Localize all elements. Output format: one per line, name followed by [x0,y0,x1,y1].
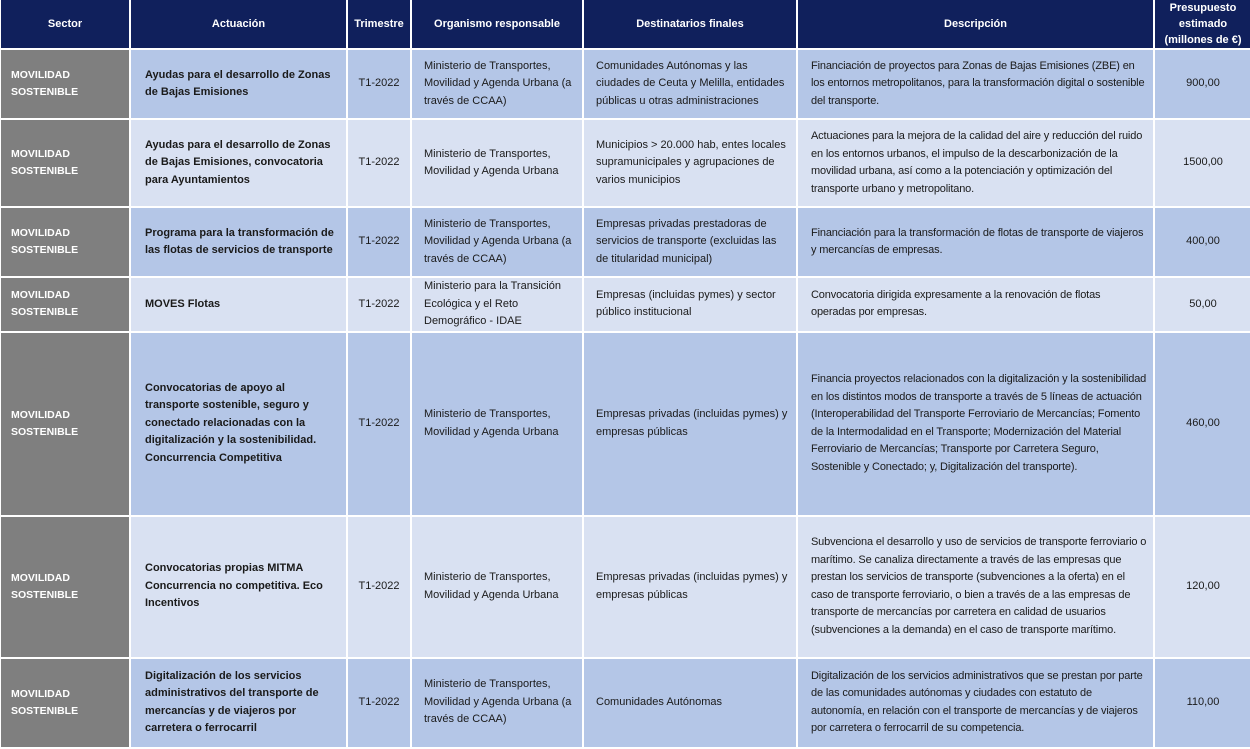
cell-sector: MOVILIDAD SOSTENIBLE [1,278,129,331]
cell-destinatarios: Empresas privadas (incluidas pymes) y em… [584,516,796,657]
cell-actuacion: Programa para la transformación de las f… [131,208,346,276]
cell-organismo: Ministerio de Transportes, Movilidad y A… [412,658,582,747]
table-row: MOVILIDAD SOSTENIBLE MOVES Flotas T1-2022 M… [1,278,1250,331]
table-row: MOVILIDAD SOSTENIBLE Ayudas para el desar… [1,50,1250,118]
header-actuacion: Actuación [131,0,346,48]
cell-destinatarios: Municipios > 20.000 hab, entes locales s… [584,120,796,206]
cell-trimestre: T1-2022 [348,658,410,747]
cell-trimestre: T1-2022 [348,278,410,331]
header-presupuesto: Presupuesto estimado (millones de €) [1155,0,1250,48]
cell-destinatarios: Empresas privadas (incluidas pymes) y em… [584,332,796,515]
cell-sector: MOVILIDAD SOSTENIBLE [1,208,129,276]
cell-trimestre: T1-2022 [348,50,410,118]
cell-actuacion: Ayudas para el desarrollo de Zonas de Ba… [131,50,346,118]
cell-trimestre: T1-2022 [348,332,410,515]
cell-actuacion: Ayudas para el desarrollo de Zonas de Ba… [131,120,346,206]
cell-descripcion: Financia proyectos relacionados con la d… [798,332,1153,515]
cell-sector: MOVILIDAD SOSTENIBLE [1,120,129,206]
cell-presupuesto: 1500,00 [1155,120,1250,206]
table-row: MOVILIDAD SOSTENIBLE Convocatorias de apo… [1,332,1250,515]
cell-destinatarios: Empresas (incluidas pymes) y sector públ… [584,278,796,331]
cell-presupuesto: 120,00 [1155,516,1250,657]
cell-organismo: Ministerio de Transportes, Movilidad y A… [412,516,582,657]
table-row: MOVILIDAD SOSTENIBLE Convocatorias propia… [1,516,1250,657]
cell-trimestre: T1-2022 [348,516,410,657]
cell-actuacion: Digitalización de los servicios administ… [131,658,346,747]
cell-destinatarios: Empresas privadas prestadoras de servici… [584,208,796,276]
header-sector: Sector [1,0,129,48]
cell-descripcion: Subvenciona el desarrollo y uso de servi… [798,516,1153,657]
header-trimestre: Trimestre [348,0,410,48]
cell-presupuesto: 110,00 [1155,658,1250,747]
header-row: Sector Actuación Trimestre Organismo res… [1,0,1250,48]
cell-destinatarios: Comunidades Autónomas y las ciudades de … [584,50,796,118]
cell-presupuesto: 900,00 [1155,50,1250,118]
cell-trimestre: T1-2022 [348,120,410,206]
cell-presupuesto: 400,00 [1155,208,1250,276]
cell-actuacion: Convocatorias propias MITMA Concurrencia… [131,516,346,657]
header-descripcion: Descripción [798,0,1153,48]
cell-descripcion: Digitalización de los servicios administ… [798,658,1153,747]
cell-actuacion: Convocatorias de apoyo al transporte sos… [131,332,346,515]
cell-presupuesto: 50,00 [1155,278,1250,331]
cell-descripcion: Actuaciones para la mejora de la calidad… [798,120,1153,206]
cell-trimestre: T1-2022 [348,208,410,276]
cell-organismo: Ministerio de Transportes, Movilidad y A… [412,120,582,206]
cell-sector: MOVILIDAD SOSTENIBLE [1,658,129,747]
header-destinatarios: Destinatarios finales [584,0,796,48]
cell-destinatarios: Comunidades Autónomas [584,658,796,747]
cell-organismo: Ministerio de Transportes, Movilidad y A… [412,208,582,276]
table-row: MOVILIDAD SOSTENIBLE Ayudas para el desar… [1,120,1250,206]
cell-descripcion: Financiación de proyectos para Zonas de … [798,50,1153,118]
cell-organismo: Ministerio para la Transición Ecológica … [412,278,582,331]
cell-sector: MOVILIDAD SOSTENIBLE [1,516,129,657]
cell-descripcion: Convocatoria dirigida expresamente a la … [798,278,1153,331]
cell-descripcion: Financiación para la transformación de f… [798,208,1153,276]
cell-organismo: Ministerio de Transportes, Movilidad y A… [412,332,582,515]
table-row: MOVILIDAD SOSTENIBLE Programa para la tra… [1,208,1250,276]
cell-organismo: Ministerio de Transportes, Movilidad y A… [412,50,582,118]
cell-sector: MOVILIDAD SOSTENIBLE [1,50,129,118]
cell-actuacion: MOVES Flotas [131,278,346,331]
cell-sector: MOVILIDAD SOSTENIBLE [1,332,129,515]
table-row: MOVILIDAD SOSTENIBLE Digitalización de lo… [1,658,1250,747]
header-organismo: Organismo responsable [412,0,582,48]
cell-presupuesto: 460,00 [1155,332,1250,515]
